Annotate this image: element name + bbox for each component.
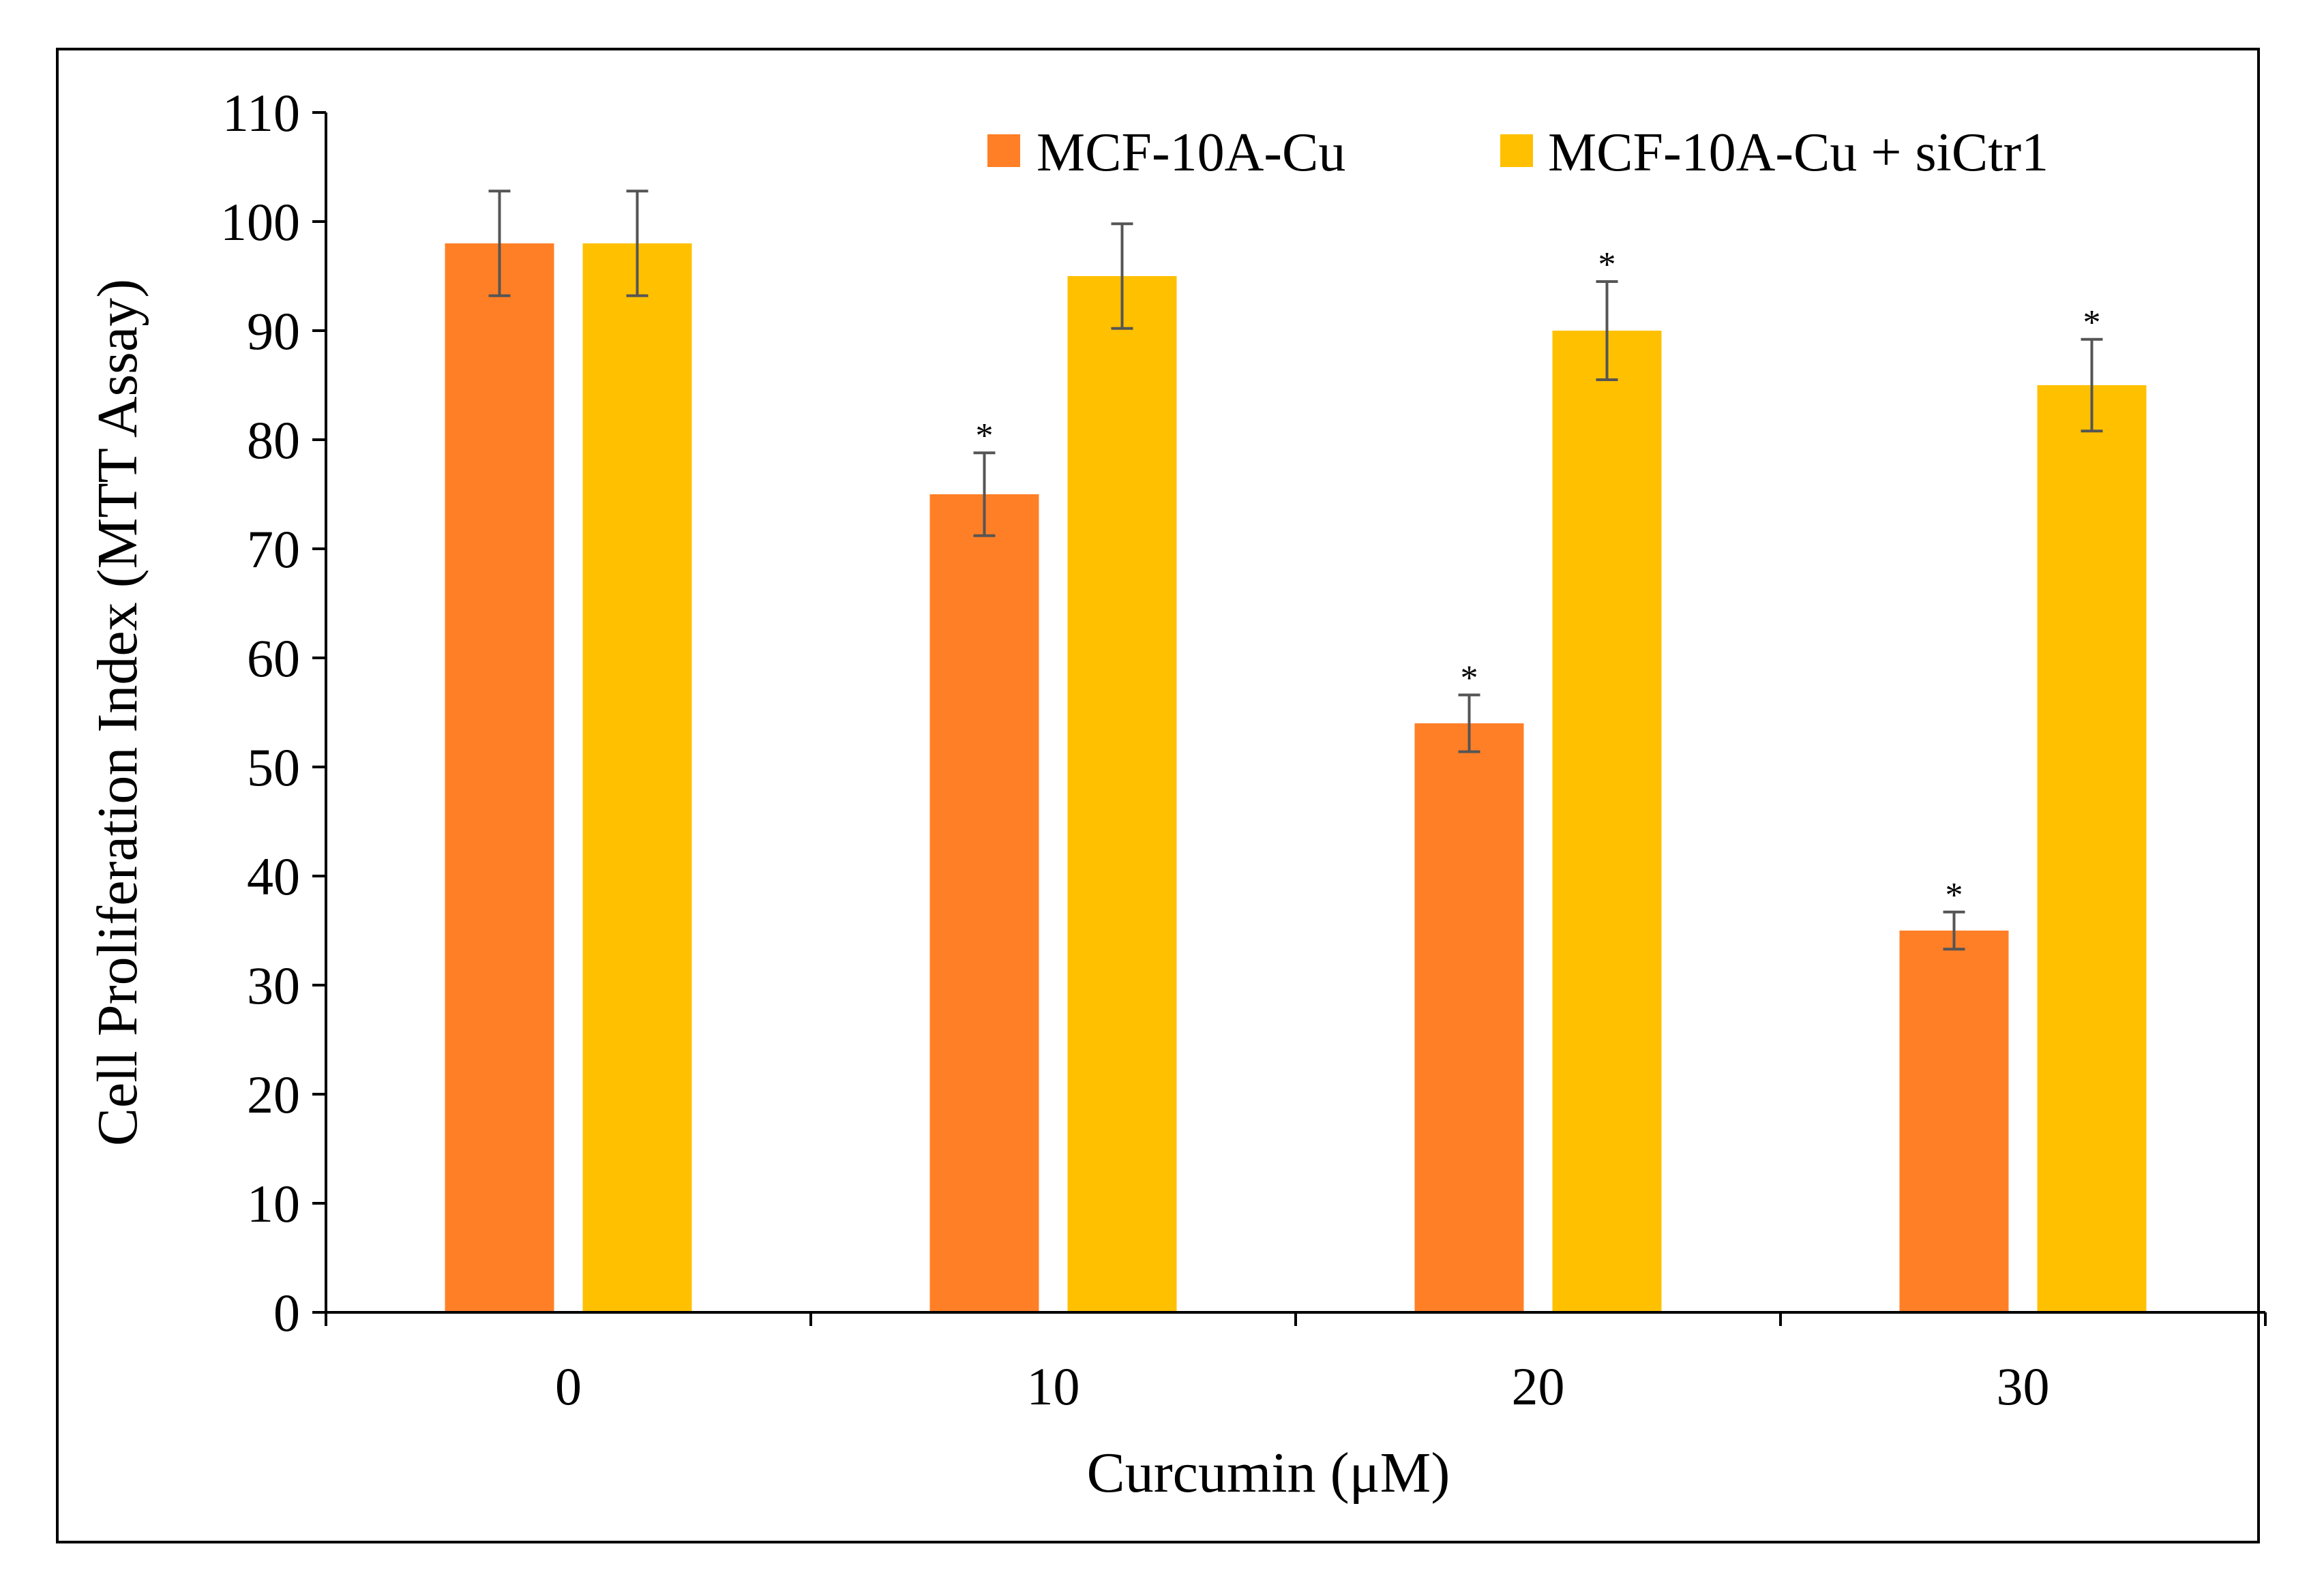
bar-series-1-cat-30 [1899,931,2009,1312]
x-tick-label: 20 [1512,1357,1565,1416]
y-tick-label: 70 [247,519,300,579]
bar-series-2-cat-30 [2037,385,2147,1312]
y-tick-label: 110 [222,83,300,142]
significance-layer: * * * * * [976,245,2101,915]
legend-label-series-2: MCF-10A-Cu + siCtr1 [1548,123,2049,183]
y-tick-label: 90 [247,301,300,361]
bar-series-2-cat-10 [1067,276,1177,1312]
y-tick-label: 60 [247,629,300,688]
x-tick-label: 0 [555,1357,582,1416]
significance-marker: * [2083,303,2101,342]
legend-swatch-series-1 [987,134,1020,167]
bar-series-2-cat-20 [1552,331,1662,1312]
significance-marker: * [1946,876,1963,915]
significance-marker: * [976,417,994,455]
y-tick-label: 0 [273,1283,300,1342]
error-bars-layer [488,190,2103,951]
bar-series-1-cat-10 [929,494,1039,1312]
x-tick-label: 10 [1027,1357,1080,1416]
legend-swatch-series-2 [1500,134,1533,167]
bar-series-2-cat-0 [582,243,692,1312]
y-tick-label: 40 [247,847,300,906]
x-tick-label: 30 [1997,1357,2050,1416]
y-tick-label: 100 [220,192,300,252]
x-ticks: 0 10 20 30 [325,1312,2267,1416]
legend-label-series-1: MCF-10A-Cu [1037,123,1345,183]
y-tick-label: 80 [247,410,300,470]
y-ticks: 0 10 20 30 40 50 60 70 80 90 100 110 [220,83,326,1342]
y-tick-label: 50 [247,738,300,797]
bar-series-1-cat-0 [445,243,554,1312]
y-tick-label: 10 [247,1174,300,1233]
legend: MCF-10A-Cu MCF-10A-Cu + siCtr1 [987,123,2049,183]
significance-marker: * [1461,659,1478,697]
bars-layer [445,243,2147,1312]
y-axis-title: Cell Proliferation Index (MTT Assay) [86,279,149,1146]
bar-series-1-cat-20 [1414,723,1524,1312]
y-tick-label: 20 [247,1065,300,1124]
y-tick-label: 30 [247,956,300,1015]
significance-marker: * [1598,245,1616,284]
x-axis-title: Curcumin (μM) [1087,1441,1450,1505]
